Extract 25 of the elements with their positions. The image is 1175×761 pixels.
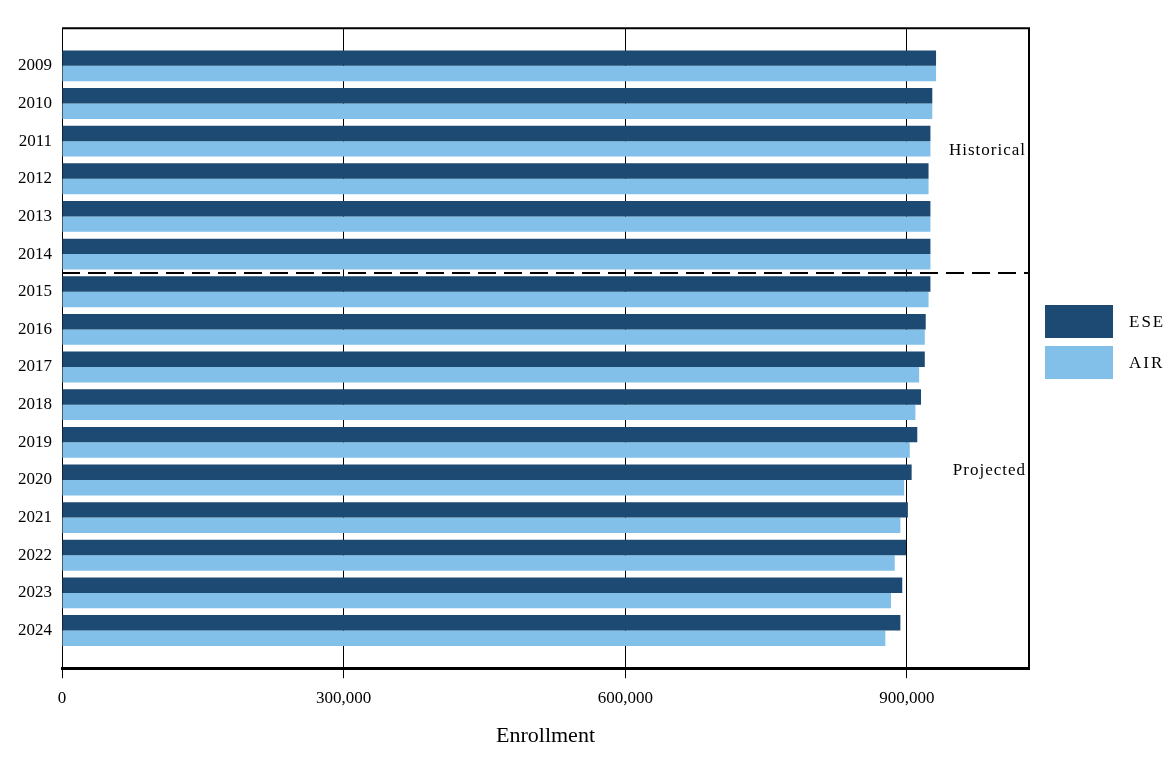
y-tick-label: 2011 (18, 130, 52, 150)
legend-label: AIR (1129, 352, 1165, 373)
y-tick-label: 2016 (18, 318, 52, 338)
y-tick-label: 2019 (18, 431, 52, 451)
x-tick-label: 300,000 (316, 687, 372, 707)
annotation: Historical (948, 140, 1026, 160)
x-tick-label: 600,000 (597, 687, 653, 707)
y-tick-label: 2023 (18, 582, 52, 602)
y-tick-label: 2021 (18, 507, 52, 527)
x-axis-title: Enrollment (496, 721, 595, 747)
y-tick-label: 2022 (18, 544, 52, 564)
y-tick-label: 2018 (18, 394, 52, 414)
y-tick-label: 2014 (18, 243, 53, 263)
y-tick-label: 2020 (18, 469, 52, 489)
x-tick-label: 900,000 (879, 687, 935, 707)
y-tick-label: 2013 (18, 205, 52, 225)
y-tick-label: 2010 (18, 92, 52, 112)
annotation: Projected (952, 460, 1026, 480)
y-tick-label: 2009 (18, 55, 52, 75)
y-tick-label: 2024 (18, 620, 53, 640)
y-tick-label: 2017 (18, 356, 53, 376)
x-tick-label: 0 (57, 687, 67, 707)
y-tick-label: 2012 (18, 168, 52, 188)
y-tick-label: 2015 (18, 281, 52, 301)
legend-label: ESE (1129, 311, 1166, 332)
